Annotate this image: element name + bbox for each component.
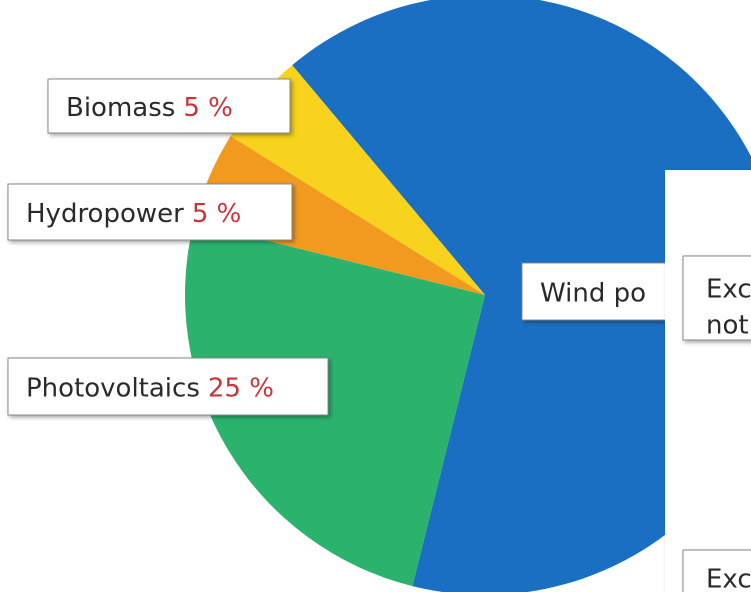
slice-label: Biomass 5 %	[66, 93, 233, 123]
value-label: 5 %	[192, 199, 242, 229]
panel-text: Exc	[706, 275, 751, 305]
value-label: 5 %	[183, 93, 233, 123]
panel-bg	[665, 170, 751, 592]
panel-box	[682, 255, 751, 341]
label-box	[47, 78, 291, 134]
slice-label: Photovoltaics 25 %	[26, 373, 274, 403]
category-name: Hydropower	[26, 199, 184, 229]
panel-text: not	[706, 311, 749, 341]
category-name: Photovoltaics	[26, 373, 200, 403]
label-box	[7, 183, 293, 241]
slice-label: Wind po	[540, 278, 646, 308]
value-label: 25 %	[208, 373, 274, 403]
pie-slice	[184, 222, 485, 587]
panel-text: Exc	[706, 565, 751, 592]
pie-slice	[193, 136, 485, 295]
label-box	[7, 357, 329, 416]
panel-box	[682, 549, 751, 592]
category-name: Wind po	[540, 278, 646, 308]
slice-label: Hydropower 5 %	[26, 199, 241, 229]
category-name: Biomass	[66, 93, 175, 123]
pie-slice	[230, 65, 485, 295]
overlay-panel: Exc not Exc	[665, 170, 751, 592]
